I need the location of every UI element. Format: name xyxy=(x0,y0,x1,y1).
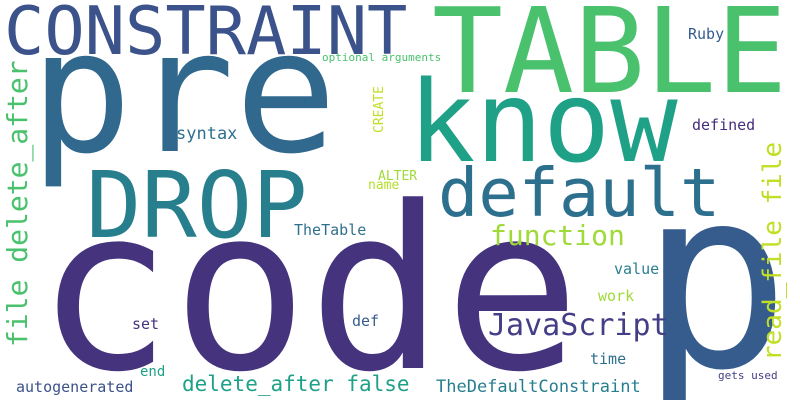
word-default: default xyxy=(438,160,720,227)
word-work: work xyxy=(598,289,634,304)
word-defined: defined xyxy=(692,118,755,133)
word-autogenerated: autogenerated xyxy=(16,380,133,395)
word-alter: ALTER xyxy=(378,170,417,183)
word-create: CREATE xyxy=(373,86,386,133)
word-optional-arguments: optional arguments xyxy=(322,52,441,63)
word-syntax: syntax xyxy=(176,126,237,143)
word-delete-after-false: delete_after false xyxy=(182,374,410,395)
word-javascript: JavaScript xyxy=(488,311,669,341)
word-function: function xyxy=(490,222,625,250)
word-thetable: TheTable xyxy=(294,223,366,238)
word-thedefaultconstraint: TheDefaultConstraint xyxy=(436,379,641,396)
word-set: set xyxy=(132,317,159,332)
word-gets-used: gets used xyxy=(718,370,778,381)
word-ruby: Ruby xyxy=(688,27,724,42)
word-file-delete-after: file delete_after xyxy=(4,60,32,347)
word-drop: DROP xyxy=(86,160,308,252)
word-def: def xyxy=(352,314,379,329)
word-value: value xyxy=(614,262,659,277)
word-time: time xyxy=(590,352,626,367)
word-end: end xyxy=(140,365,165,379)
word-read-file-file: read_file file xyxy=(760,142,786,361)
